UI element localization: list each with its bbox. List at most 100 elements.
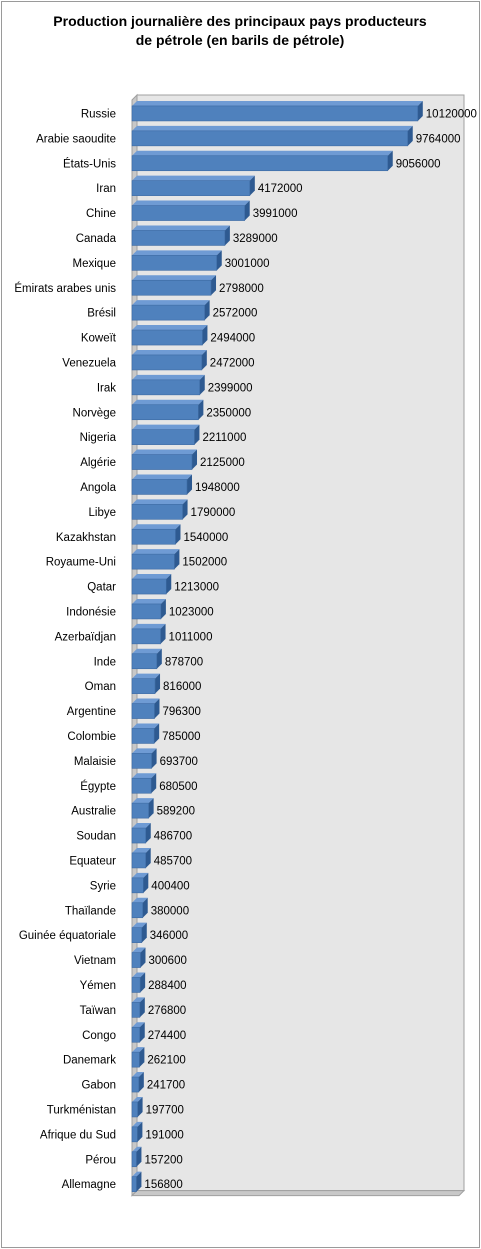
- category-label: Malaisie: [74, 756, 116, 768]
- value-label: 1213000: [174, 582, 219, 594]
- bar: [131, 479, 188, 495]
- bar: [131, 1101, 138, 1118]
- value-label: 2472000: [210, 357, 255, 369]
- bar-top: [132, 623, 166, 629]
- value-label: 157200: [144, 1154, 182, 1166]
- bar-top: [132, 200, 250, 206]
- bar-end: [192, 449, 198, 470]
- bar: [131, 1051, 140, 1068]
- bar-end: [160, 598, 166, 619]
- bar: [131, 1176, 137, 1192]
- value-label: 300600: [148, 955, 186, 967]
- bar-top: [132, 673, 161, 679]
- chart-title: Production journalière des principaux pa…: [40, 12, 440, 50]
- category-label: Yémen: [80, 980, 116, 992]
- category-label: Chine: [86, 208, 116, 220]
- bar: [131, 205, 246, 221]
- category-label: Arabie saoudite: [36, 133, 116, 145]
- bar: [131, 379, 201, 396]
- bar-end: [151, 773, 157, 794]
- bar-end: [160, 623, 166, 644]
- value-label: 2211000: [202, 432, 246, 444]
- bar: [131, 329, 203, 346]
- bar-end: [417, 100, 423, 121]
- bar: [131, 827, 147, 844]
- value-label: 693700: [160, 756, 198, 768]
- value-label: 274400: [148, 1030, 186, 1042]
- category-label: Soudan: [76, 831, 116, 843]
- bar-top: [132, 499, 188, 505]
- category-label: Syrie: [90, 880, 116, 892]
- bar-top: [132, 125, 413, 131]
- value-label: 191000: [145, 1129, 183, 1141]
- bar-top: [132, 449, 198, 455]
- category-label: Gabon: [81, 1080, 116, 1092]
- bar-top: [132, 798, 154, 804]
- category-label: Argentine: [67, 706, 116, 718]
- bar-top: [132, 1146, 142, 1152]
- bar-top: [132, 1121, 143, 1127]
- category-label: Nigeria: [80, 432, 117, 444]
- bar: [131, 927, 143, 943]
- value-label: 3289000: [233, 233, 278, 245]
- bar-top: [132, 997, 145, 1003]
- category-label: Afrique du Sud: [40, 1129, 116, 1141]
- bar-end: [156, 648, 162, 669]
- bar: [131, 1026, 141, 1043]
- bar-top: [132, 374, 205, 380]
- bar-end: [142, 897, 148, 918]
- bar-top: [132, 1096, 143, 1102]
- bar-end: [187, 474, 193, 495]
- bar: [131, 279, 212, 296]
- bar-top: [132, 275, 217, 281]
- value-label: 9764000: [416, 133, 461, 145]
- category-label: Colombie: [67, 731, 116, 743]
- value-label: 2798000: [219, 283, 264, 295]
- bar: [131, 802, 149, 819]
- category-label: États-Unis: [63, 157, 116, 170]
- bar: [131, 1002, 141, 1018]
- bar-top: [132, 723, 160, 729]
- bar-top: [132, 947, 146, 953]
- value-label: 1948000: [195, 482, 240, 494]
- bar: [131, 703, 155, 719]
- bar: [131, 454, 193, 470]
- value-label: 1540000: [183, 532, 228, 544]
- bar-top: [132, 773, 157, 779]
- bar-end: [138, 1072, 144, 1093]
- bar-top: [132, 399, 204, 405]
- bar: [131, 977, 141, 993]
- value-label: 878700: [165, 656, 203, 668]
- category-label: Equateur: [69, 855, 116, 867]
- category-label: Venezuela: [62, 357, 116, 369]
- bar-end: [137, 1096, 143, 1117]
- category-label: Vietnam: [74, 955, 116, 967]
- category-label: Danemark: [63, 1055, 116, 1067]
- bar-end: [244, 200, 250, 221]
- category-label: Australie: [71, 806, 116, 818]
- bar-end: [151, 748, 157, 769]
- value-label: 816000: [163, 681, 201, 693]
- bar-end: [174, 549, 180, 570]
- bar-top: [132, 524, 181, 530]
- value-label: 276800: [148, 1005, 186, 1017]
- value-label: 380000: [151, 905, 189, 917]
- bar: [131, 429, 195, 445]
- category-label: Russie: [81, 108, 116, 120]
- value-label: 1790000: [191, 507, 236, 519]
- bar-end: [387, 150, 393, 171]
- value-label: 156800: [144, 1179, 182, 1191]
- bar: [131, 728, 155, 744]
- value-label: 1011000: [169, 631, 213, 643]
- bar-top: [132, 897, 148, 903]
- category-label: Kazakhstan: [56, 532, 116, 544]
- bar: [131, 578, 167, 595]
- bar: [131, 1126, 138, 1143]
- bar-top: [132, 325, 208, 331]
- bar-top: [132, 1022, 145, 1028]
- bar-end: [204, 300, 210, 321]
- bar: [131, 180, 251, 196]
- bar-end: [141, 922, 147, 943]
- bar: [131, 653, 158, 670]
